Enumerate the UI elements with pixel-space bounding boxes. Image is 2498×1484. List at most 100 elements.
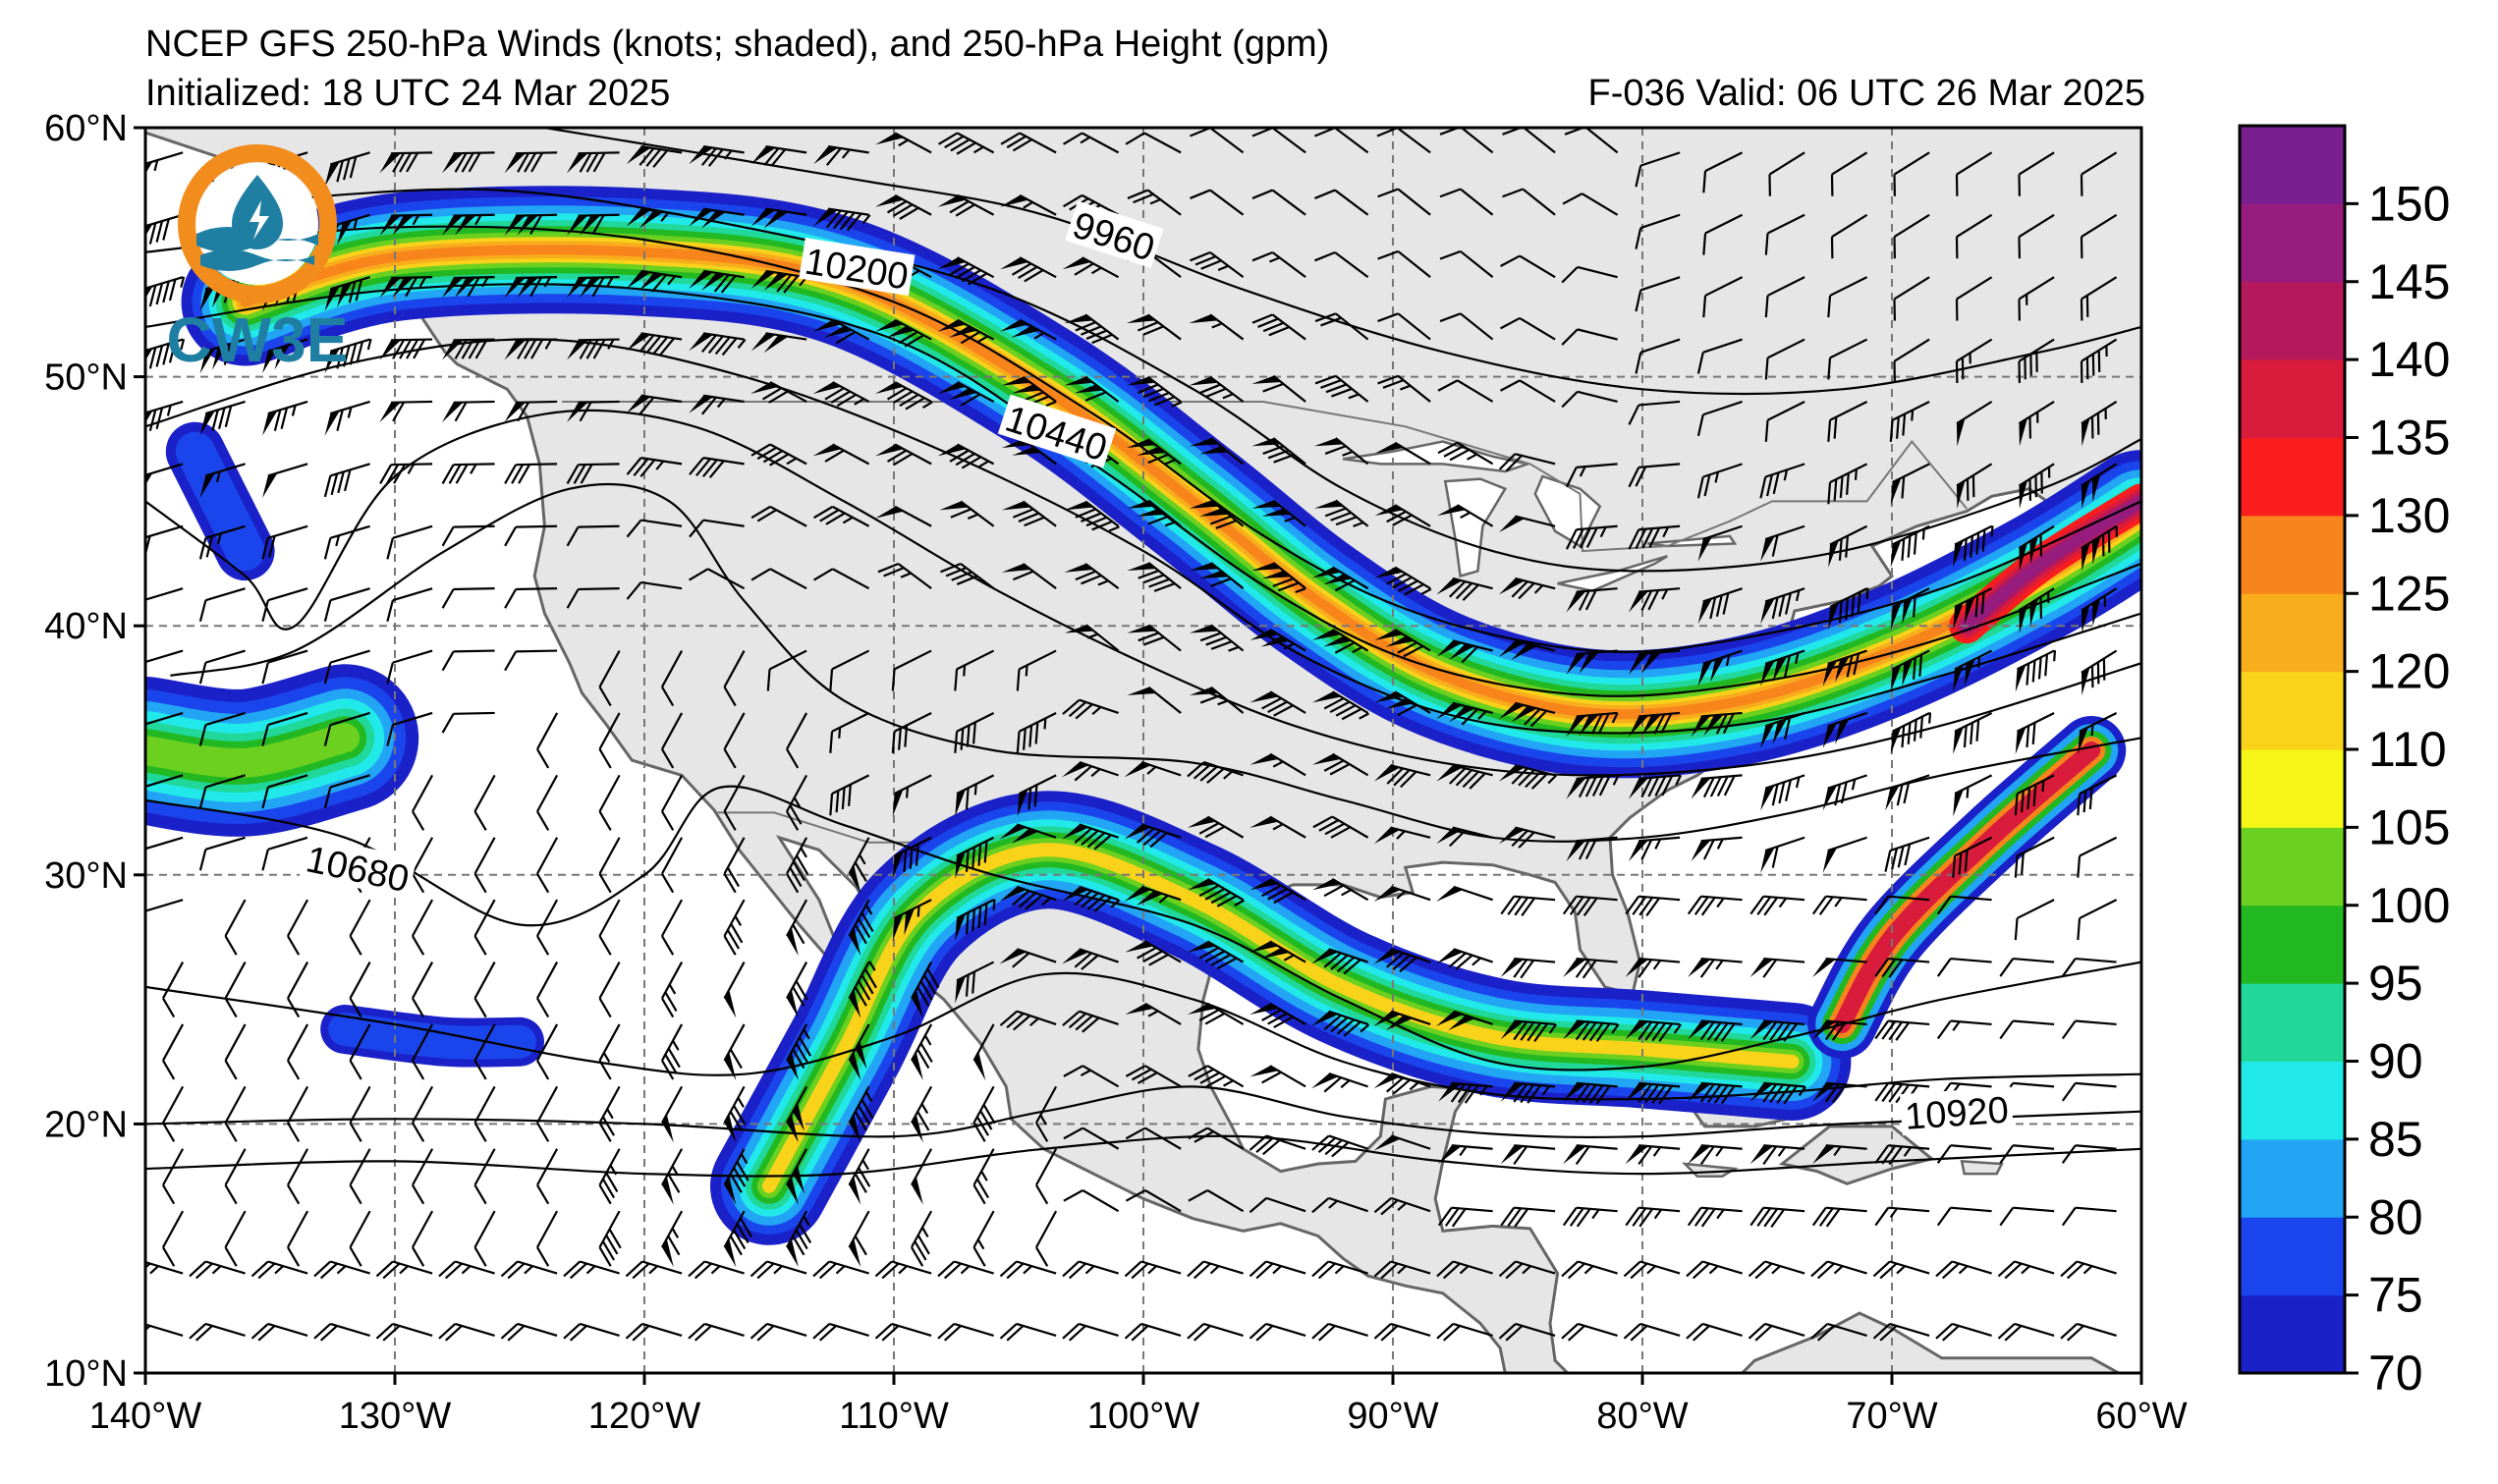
barb-full [1199, 632, 1222, 642]
barb-full [2020, 790, 2025, 813]
wind-barb [1314, 374, 1369, 403]
barb-half [1783, 469, 1789, 481]
wind-barb [1312, 566, 1369, 592]
barb-full [1513, 1020, 1528, 1041]
subtropical-jet-shading [710, 791, 1852, 1245]
wind-barb [145, 649, 184, 664]
wind-barb [189, 1260, 246, 1280]
barb-full [961, 456, 981, 469]
barb-half [474, 214, 482, 226]
wind-barb [1749, 1206, 1805, 1229]
barb-full [1895, 1083, 1911, 1104]
barb-flag [689, 333, 713, 352]
wind-barb [287, 1210, 309, 1267]
barb-half [1611, 712, 1619, 724]
barb-flag [812, 444, 842, 457]
wind-barb [386, 649, 433, 685]
barb-flag [337, 282, 353, 308]
barb-full [1502, 188, 1524, 198]
wind-barb [1760, 774, 1805, 811]
barb-staff [1143, 132, 1182, 154]
barb-flag [1835, 656, 1850, 683]
barb-full [700, 396, 717, 415]
barb-full [1074, 952, 1092, 968]
wind-barb [261, 836, 308, 871]
barb-full [1754, 1262, 1773, 1280]
wind-barb [723, 650, 746, 707]
barb-full [591, 214, 605, 235]
barb-flag [1828, 540, 1839, 568]
barb-full [1377, 249, 1399, 260]
barb-full [1267, 700, 1288, 714]
barb-flag [1563, 1020, 1586, 1040]
barb-full [382, 1262, 401, 1280]
colorbar-label: 100 [2368, 878, 2450, 933]
barb-staff [1700, 1019, 1743, 1026]
wind-barb [1628, 774, 1683, 799]
wind-barb [198, 587, 246, 622]
barb-half [291, 405, 297, 416]
barb-full [1324, 1139, 1343, 1156]
barb-half [1889, 1207, 1899, 1219]
barb-full [661, 997, 675, 1018]
barb-half [1661, 588, 1669, 600]
barb-full [375, 1260, 394, 1278]
barb-full [1748, 1260, 1766, 1278]
barb-full [1630, 1325, 1648, 1342]
barb-full [694, 1262, 712, 1280]
barb-full [1881, 1145, 1897, 1165]
barb-flag [1760, 785, 1775, 811]
barb-staff [1700, 1081, 1743, 1088]
wind-barb [162, 1085, 185, 1142]
wind-barb [723, 837, 746, 894]
wind-barb [1566, 774, 1620, 799]
barb-flag [849, 989, 861, 1018]
barb-flag [689, 395, 713, 413]
barb-half [923, 1034, 932, 1046]
barb-staff [205, 711, 246, 727]
north-pacific-fringe-band-2 [175, 431, 265, 572]
barb-staff [1889, 774, 1930, 790]
barb-full [1723, 775, 1736, 797]
barb-full [1035, 1246, 1049, 1267]
barb-full [954, 731, 959, 753]
wind-barb [1702, 151, 1744, 193]
barb-staff [832, 505, 870, 527]
wind-barb [1062, 698, 1119, 720]
colorbar-segment [2240, 983, 2345, 1062]
barb-full [1975, 719, 1980, 742]
wind-barb [1561, 390, 1618, 409]
barb-flag [813, 208, 838, 227]
barb-full [2066, 1262, 2084, 1280]
barb-flag [1249, 753, 1279, 765]
barb-flag [1373, 765, 1401, 782]
barb-flag [504, 340, 527, 360]
barb-full [1444, 1207, 1460, 1227]
barb-staff [1704, 151, 1744, 173]
barb-full [473, 997, 487, 1018]
barb-full [1086, 894, 1106, 910]
wind-barb [1697, 649, 1743, 687]
barb-full [1578, 777, 1590, 798]
height-contour-3 [145, 225, 2141, 653]
wind-barb [1312, 815, 1369, 839]
barb-full [601, 1240, 616, 1261]
wind-barb [1687, 895, 1743, 916]
wind-barb [1001, 563, 1057, 590]
barb-full [1771, 597, 1779, 620]
barb-full [858, 1105, 871, 1126]
wind-barb [1436, 639, 1493, 664]
barb-full [830, 390, 851, 404]
barb-flag [724, 1238, 737, 1268]
wind-barb [1500, 1019, 1557, 1042]
wind-barb [500, 1322, 558, 1342]
barb-flag [1760, 847, 1775, 873]
barb-full [1261, 884, 1282, 898]
barb-full [323, 475, 332, 498]
barb-full [848, 784, 852, 806]
wind-barb [563, 1322, 620, 1342]
barb-flag [1688, 1082, 1711, 1102]
barb-staff [1702, 400, 1743, 416]
barb-full [1461, 645, 1478, 664]
barb-staff [1764, 1322, 1805, 1338]
